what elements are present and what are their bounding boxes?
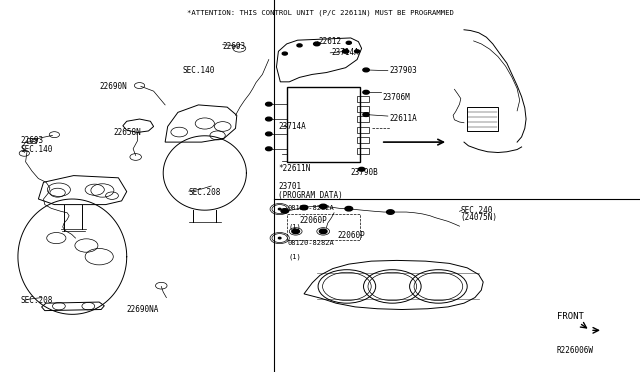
Text: SEC.240: SEC.240: [461, 206, 493, 215]
Circle shape: [292, 229, 300, 234]
Text: (PROGRAM DATA): (PROGRAM DATA): [278, 191, 343, 200]
Bar: [357, 148, 369, 154]
Text: SEC.140: SEC.140: [182, 66, 215, 75]
Text: 23714A: 23714A: [332, 48, 359, 57]
Bar: [357, 127, 369, 133]
Text: (24075N): (24075N): [461, 213, 498, 222]
Text: FRONT: FRONT: [557, 312, 584, 321]
Text: 22693: 22693: [20, 136, 44, 145]
Bar: [467, 107, 498, 131]
Text: 22060P: 22060P: [338, 231, 365, 240]
Circle shape: [319, 204, 327, 209]
Text: 22658N: 22658N: [114, 128, 141, 137]
Bar: [357, 137, 369, 143]
Circle shape: [363, 68, 369, 72]
Circle shape: [282, 52, 287, 55]
Circle shape: [345, 206, 353, 211]
Text: 23706M: 23706M: [383, 93, 410, 102]
Text: SEC.208: SEC.208: [189, 188, 221, 197]
Text: 23790B: 23790B: [351, 169, 378, 177]
Text: SEC.208: SEC.208: [20, 296, 53, 305]
Text: *22611N: *22611N: [278, 164, 311, 173]
Text: 22693: 22693: [223, 42, 246, 51]
Circle shape: [346, 41, 351, 44]
Bar: [27, 138, 36, 143]
Bar: [357, 106, 369, 112]
Circle shape: [314, 42, 320, 46]
Text: 22690N: 22690N: [99, 82, 127, 91]
Bar: [287, 214, 360, 240]
Text: 237903: 237903: [389, 66, 417, 75]
Circle shape: [281, 209, 289, 213]
Text: 08120-8282A: 08120-8282A: [288, 205, 335, 211]
Text: SEC.140: SEC.140: [20, 145, 53, 154]
Circle shape: [266, 147, 272, 151]
Text: 22611A: 22611A: [389, 114, 417, 123]
Text: 08120-8282A: 08120-8282A: [288, 240, 335, 246]
Circle shape: [278, 208, 281, 210]
Circle shape: [355, 50, 360, 53]
Circle shape: [297, 44, 302, 47]
Text: 22690NA: 22690NA: [127, 305, 159, 314]
Circle shape: [363, 113, 369, 116]
Circle shape: [300, 205, 308, 210]
Text: 23701: 23701: [278, 182, 301, 191]
Text: (1): (1): [288, 253, 301, 260]
Circle shape: [266, 117, 272, 121]
Circle shape: [363, 90, 369, 94]
Bar: [357, 96, 369, 102]
Circle shape: [319, 229, 327, 234]
Text: 23714A: 23714A: [278, 122, 306, 131]
Bar: [287, 87, 360, 162]
Text: 22612: 22612: [319, 37, 342, 46]
Text: *ATTENTION: THIS CONTROL UNIT (P/C 22611N) MUST BE PROGRAMMED: *ATTENTION: THIS CONTROL UNIT (P/C 22611…: [187, 10, 453, 16]
Circle shape: [278, 237, 281, 239]
Circle shape: [387, 210, 394, 214]
Text: 22060P: 22060P: [300, 216, 327, 225]
Text: (1): (1): [288, 224, 301, 230]
Circle shape: [266, 132, 272, 136]
Circle shape: [342, 49, 349, 53]
Bar: [357, 116, 369, 122]
Circle shape: [266, 102, 272, 106]
Circle shape: [358, 167, 365, 171]
Text: R226006W: R226006W: [557, 346, 594, 355]
